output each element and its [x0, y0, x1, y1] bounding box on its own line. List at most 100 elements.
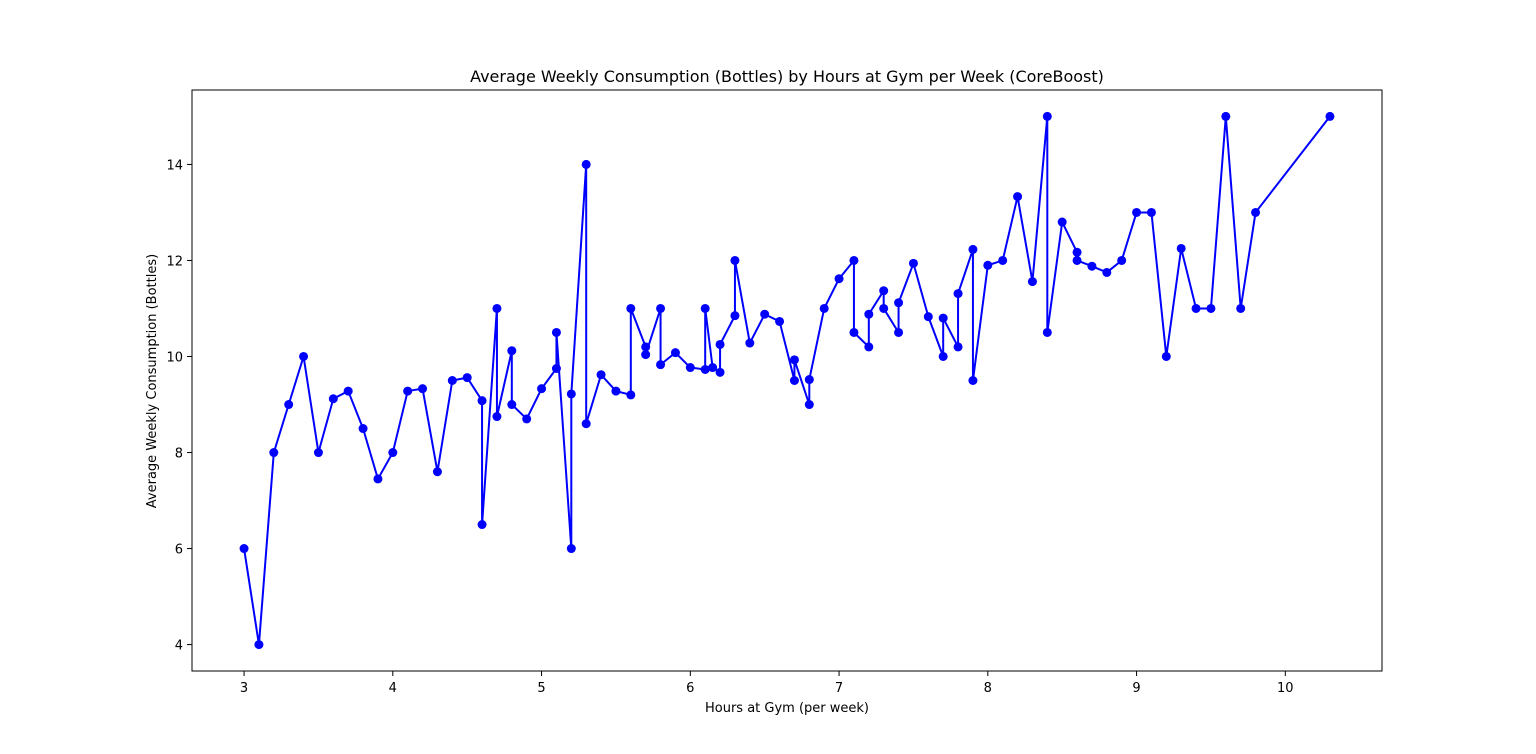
data-point [343, 386, 353, 396]
data-point [1057, 217, 1067, 227]
data-point [1146, 207, 1156, 217]
chart-title: Average Weekly Consumption (Bottles) by … [470, 67, 1104, 86]
data-point [715, 339, 725, 349]
data-point [1325, 111, 1335, 121]
data-point [581, 159, 591, 169]
data-point [789, 355, 799, 365]
data-point [1072, 255, 1082, 265]
data-point [418, 384, 428, 394]
data-point [1251, 207, 1261, 217]
data-point [566, 389, 576, 399]
data-point [730, 311, 740, 321]
data-point [537, 384, 547, 394]
series-markers [239, 111, 1335, 650]
data-point [1117, 255, 1127, 265]
data-point [879, 286, 889, 296]
data-point [834, 274, 844, 284]
data-point [908, 258, 918, 268]
y-tick-label: 14 [166, 158, 183, 173]
data-point [849, 255, 859, 265]
data-point [700, 364, 710, 374]
data-point [953, 289, 963, 299]
data-point [804, 400, 814, 410]
data-point [715, 367, 725, 377]
data-point [1072, 247, 1082, 257]
data-point [804, 375, 814, 385]
x-tick-label: 7 [835, 681, 843, 696]
data-point [522, 414, 532, 424]
data-point [1132, 207, 1142, 217]
data-point [938, 313, 948, 323]
data-point [581, 419, 591, 429]
data-point [477, 396, 487, 406]
series-line [243, 115, 1331, 646]
y-tick-label: 6 [175, 543, 183, 558]
data-point [894, 327, 904, 337]
data-point [879, 303, 889, 313]
data-point [626, 390, 636, 400]
data-point [492, 303, 502, 313]
y-tick-label: 8 [175, 447, 183, 462]
x-tick-label: 8 [984, 681, 992, 696]
data-point [373, 474, 383, 484]
y-tick-label: 4 [175, 639, 183, 654]
data-point [789, 376, 799, 385]
data-point [1176, 243, 1186, 253]
x-axis-ticks: 3 4 5 6 7 8 9 10 [240, 671, 1294, 696]
y-axis-label: Average Weekly Consumption (Bottles) [145, 254, 160, 508]
data-point [641, 342, 651, 352]
data-point [656, 303, 666, 313]
data-point [626, 303, 636, 313]
data-point [313, 448, 323, 458]
data-point [388, 448, 398, 458]
data-point [566, 544, 576, 554]
data-point [254, 640, 264, 650]
data-point [656, 360, 666, 370]
y-tick-label: 10 [166, 350, 183, 365]
x-axis-label: Hours at Gym (per week) [705, 701, 869, 716]
y-tick-label: 12 [166, 254, 183, 269]
data-point [507, 400, 517, 410]
data-point [1206, 303, 1216, 313]
data-point [596, 370, 606, 380]
data-point [685, 363, 695, 373]
data-point [864, 309, 874, 319]
data-point [1042, 327, 1052, 337]
data-point [745, 338, 755, 348]
data-point [670, 348, 680, 358]
x-tick-label: 6 [686, 681, 694, 696]
data-point [819, 303, 829, 313]
data-point [1042, 111, 1052, 121]
data-point [432, 467, 442, 477]
data-point [1191, 303, 1201, 313]
data-point [403, 386, 413, 396]
data-point [953, 342, 963, 352]
data-point [894, 298, 904, 308]
data-point [1087, 261, 1097, 271]
data-point [938, 351, 948, 361]
data-point [1027, 277, 1037, 287]
data-point [269, 448, 279, 458]
data-point [1013, 192, 1023, 202]
x-tick-label: 3 [240, 681, 248, 696]
x-tick-label: 4 [389, 681, 397, 696]
data-point [968, 376, 978, 385]
data-point [641, 350, 651, 360]
data-point [700, 303, 710, 313]
data-point [968, 244, 978, 254]
data-point [551, 327, 561, 337]
data-point [477, 520, 487, 530]
data-point [708, 363, 718, 373]
plot-area [191, 89, 1383, 672]
data-point [284, 400, 294, 410]
data-point [775, 316, 785, 326]
x-tick-label: 5 [537, 681, 545, 696]
data-point [611, 386, 621, 396]
data-point [1221, 111, 1231, 121]
data-point [328, 394, 338, 404]
data-point [462, 373, 472, 383]
data-point [760, 309, 770, 319]
data-point [1161, 351, 1171, 361]
data-point [983, 260, 993, 270]
